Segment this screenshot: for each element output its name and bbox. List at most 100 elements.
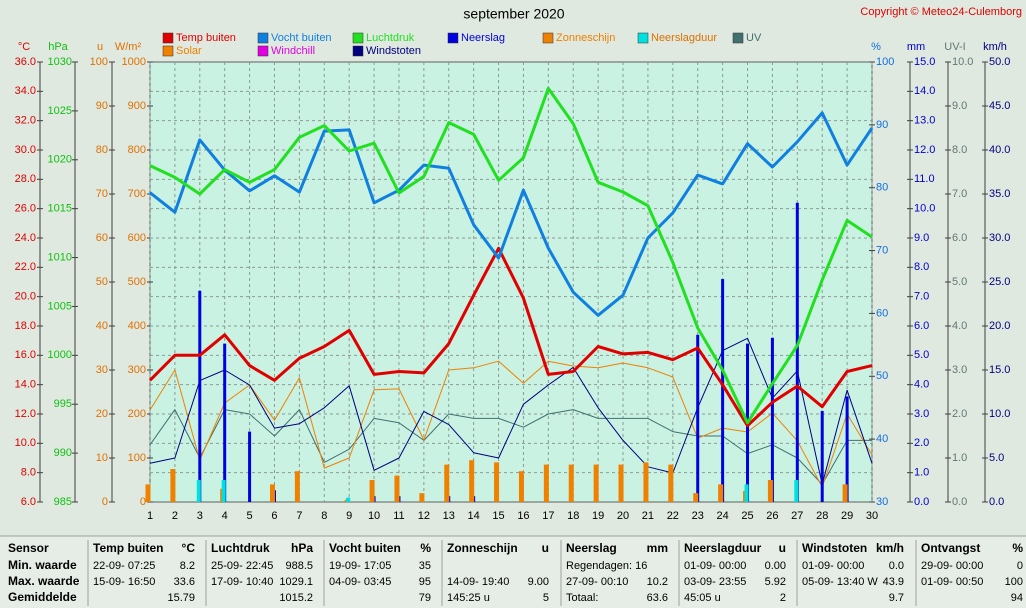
cell: 988.5 [285,560,313,572]
cell: 5.92 [765,576,786,588]
col-unit: mm [647,541,668,555]
bar [770,337,774,502]
bar [696,334,700,502]
y-tick-label: 35.0 [989,188,1010,200]
y-tick-label: 0.0 [914,496,929,508]
col-unit: % [420,541,431,555]
line [149,337,873,485]
y-tick-label: 1010 [48,251,72,263]
y-tick-label: 100 [876,56,894,68]
cell: 145:25 u [447,592,490,604]
y-tick-label: 30 [96,364,108,376]
y-tick-label: 300 [128,364,146,376]
bar [593,464,599,502]
line [148,246,873,428]
y-tick-label: 0 [140,496,146,508]
y-tick-label: 26.0 [15,203,36,215]
cell: 0.0 [889,560,904,572]
y-tick-label: 0.0 [989,496,1004,508]
y-tick-label: 700 [128,188,146,200]
cell: 94 [1011,592,1023,604]
col-header: Vocht buiten [329,541,401,555]
col-unit: % [1012,541,1023,555]
y-tick-label: 600 [128,232,146,244]
bar [693,493,699,502]
bar [223,343,227,502]
col-unit: u [542,541,549,555]
y-tick-label: 1030 [48,56,72,68]
legend-swatch [352,32,364,44]
x-tick-label: 16 [517,510,529,522]
y-tick-label: 32.0 [15,115,36,127]
y-tick-label: 50.0 [989,56,1010,68]
x-tick-label: 15 [492,510,504,522]
axis-title: UV-I [944,41,965,53]
y-tick-label: 200 [128,408,146,420]
cell: 1015.2 [279,592,313,604]
y-tick-label: 12.0 [15,408,36,420]
legend-label: Windstoten [366,45,421,57]
y-tick-label: 15.0 [914,56,935,68]
y-tick-label: 60 [876,307,888,319]
bar [248,431,252,502]
x-tick-label: 10 [368,510,380,522]
y-tick-label: 13.0 [914,115,935,127]
y-tick-label: 20.0 [15,291,36,303]
row-label: Gemiddelde [8,590,77,604]
bar [269,484,275,502]
y-tick-label: 30.0 [15,144,36,156]
cell: 01-09- 00:50 [921,576,983,588]
cell: 03-09- 23:55 [684,576,746,588]
bar [518,471,524,502]
axis-title: W/m² [115,41,142,53]
y-tick-label: 4.0 [914,379,929,391]
y-tick-label: 6.0 [914,320,929,332]
x-tick-label: 7 [296,510,302,522]
cell: 45:05 u [684,592,721,604]
x-tick-label: 23 [692,510,704,522]
y-tick-label: 1000 [122,56,146,68]
y-tick-label: 12.0 [914,144,935,156]
bar [494,462,500,502]
y-tick-label: 1.0 [952,452,967,464]
x-tick-label: 8 [321,510,327,522]
y-tick-label: 30 [876,496,888,508]
x-tick-label: 22 [667,510,679,522]
bar [419,493,425,502]
x-tick-label: 27 [791,510,803,522]
y-tick-label: 1025 [48,105,72,117]
cell: 14-09- 19:40 [447,576,509,588]
bar [221,480,226,502]
y-tick-label: 20.0 [989,320,1010,332]
bar [196,480,201,502]
x-tick-label: 26 [766,510,778,522]
col-unit: °C [182,541,196,555]
cell: 95 [419,576,431,588]
legend-label: Temp buiten [176,32,236,44]
axis-title: °C [18,41,30,53]
bar [145,484,151,502]
cell: 01-09- 00:00 [684,560,746,572]
bar [198,290,202,502]
cell: 43.9 [883,576,904,588]
bar [444,464,450,502]
cell: 35 [419,560,431,572]
y-tick-label: 25.0 [989,276,1010,288]
y-tick-label: 18.0 [15,320,36,332]
legend-swatch [732,32,744,44]
cell: 05-09- 13:40 W [802,576,878,588]
cell: 15-09- 16:50 [93,576,155,588]
cell: 25-09- 22:45 [211,560,273,572]
cell: 19-09- 17:05 [329,560,391,572]
cell: 0.00 [765,560,786,572]
y-tick-label: 1000 [48,349,72,361]
cell: 8.2 [180,560,195,572]
cell: 9.7 [889,592,904,604]
y-tick-label: 90 [96,100,108,112]
x-tick-label: 3 [197,510,203,522]
cell: 33.6 [174,576,195,588]
x-tick-label: 13 [443,510,455,522]
x-tick-label: 11 [393,510,404,522]
x-tick-label: 29 [841,510,853,522]
y-tick-label: 90 [876,119,888,131]
